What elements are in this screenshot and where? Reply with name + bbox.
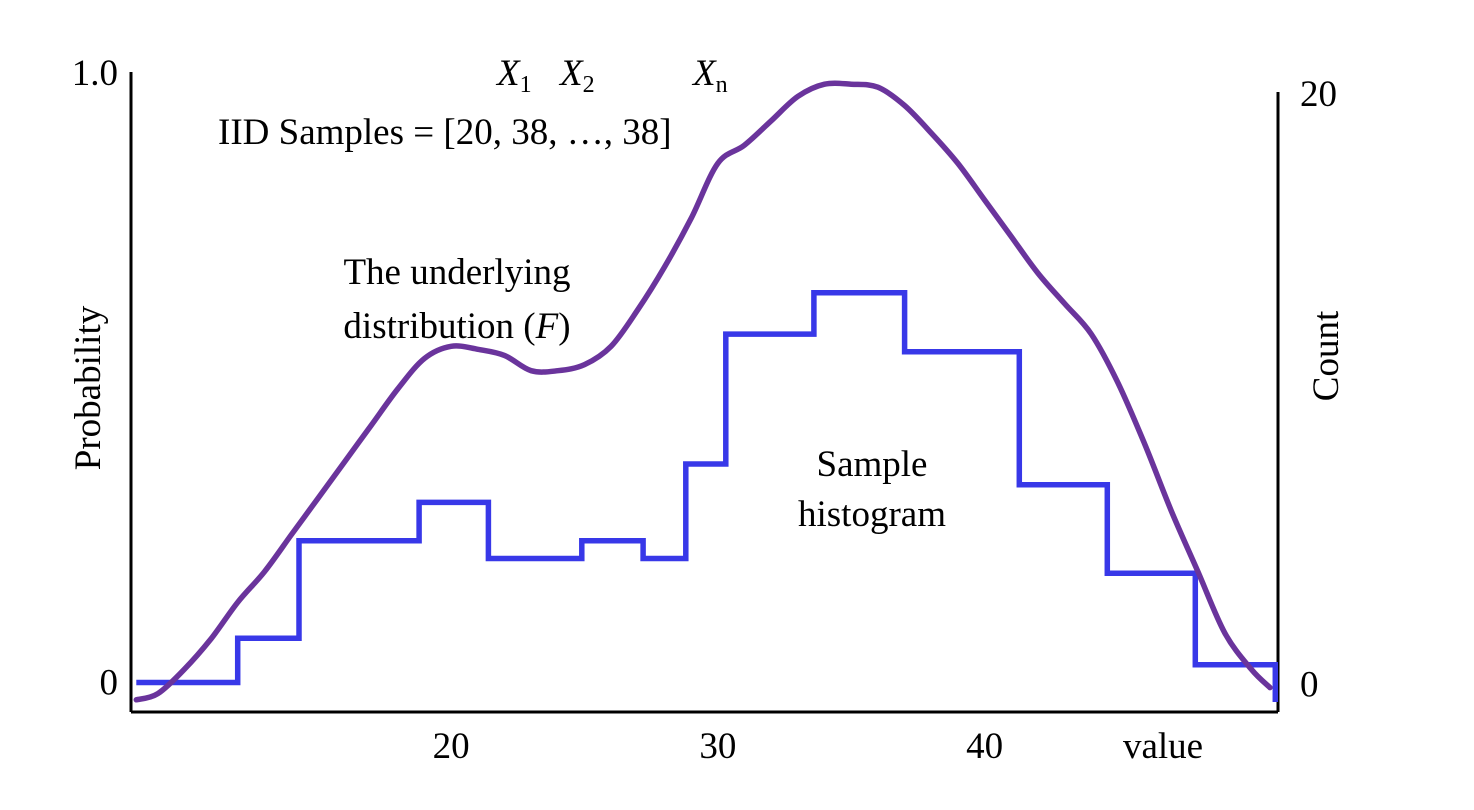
left-tick-labels: 01.0 bbox=[72, 53, 118, 704]
x-tick-labels: 20 30 40 bbox=[433, 726, 1003, 767]
x-tick-label: 40 bbox=[966, 726, 1003, 767]
iid-samples-annotation: IID Samples = [20, 38, …, 38] bbox=[218, 112, 672, 153]
right-tick-label: 20 bbox=[1300, 74, 1337, 115]
distribution-label-line2: distribution (F) bbox=[343, 306, 570, 347]
sample-variable-1: X1 bbox=[495, 53, 532, 98]
distribution-label-line1: The underlying bbox=[343, 252, 570, 293]
x-axis-label: value bbox=[1123, 726, 1203, 767]
sample-histogram bbox=[136, 290, 1279, 702]
sample-variables: X1 X2 Xn bbox=[495, 53, 728, 98]
left-tick-label: 1.0 bbox=[72, 53, 118, 94]
histogram-label-line1: Sample bbox=[817, 444, 928, 485]
iid-samples-values: [20, 38, …, 38] bbox=[443, 112, 671, 153]
iid-samples-prefix: IID Samples = bbox=[218, 112, 443, 153]
underlying-distribution-curve bbox=[133, 80, 1273, 703]
left-axis-label: Probability bbox=[68, 305, 109, 470]
left-tick-label: 0 bbox=[100, 663, 119, 704]
right-tick-labels: 0 20 bbox=[1300, 74, 1337, 705]
right-axis-label: Count bbox=[1306, 310, 1347, 401]
histogram-label-line2: histogram bbox=[798, 494, 946, 535]
x-tick-label: 30 bbox=[699, 726, 736, 767]
sample-variable-2: X2 bbox=[558, 53, 595, 98]
x-tick-label: 20 bbox=[433, 726, 470, 767]
right-tick-label: 0 bbox=[1300, 664, 1319, 705]
sample-variable-n: Xn bbox=[691, 53, 728, 98]
